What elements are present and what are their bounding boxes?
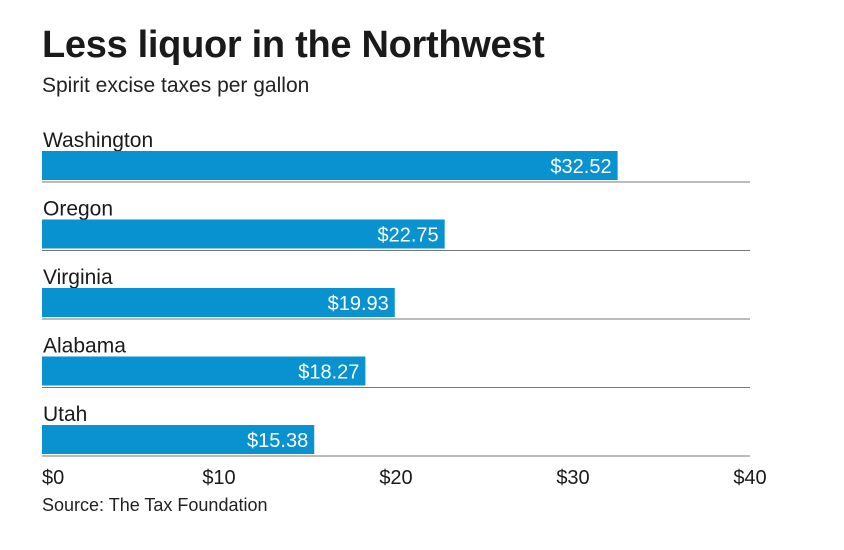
category-label-oregon: Oregon xyxy=(43,198,113,221)
category-label-washington: Washington xyxy=(43,129,153,152)
bar-virginia xyxy=(42,288,395,317)
bar-oregon xyxy=(42,219,445,249)
chart-subtitle: Spirit excise taxes per gallon xyxy=(42,74,310,97)
x-tick-label: $0 xyxy=(42,467,64,489)
category-label-virginia: Virginia xyxy=(43,266,113,289)
bar-alabama xyxy=(42,356,366,386)
value-label-utah: $15.38 xyxy=(247,430,308,452)
value-label-oregon: $22.75 xyxy=(378,225,439,247)
x-tick-label: $30 xyxy=(556,467,589,489)
value-label-alabama: $18.27 xyxy=(298,362,359,384)
x-tick-label: $10 xyxy=(202,467,235,489)
category-label-alabama: Alabama xyxy=(43,335,126,358)
x-tick-label: $40 xyxy=(733,467,766,489)
category-label-utah: Utah xyxy=(43,403,87,426)
value-label-virginia: $19.93 xyxy=(328,293,389,315)
x-tick-label: $20 xyxy=(379,467,412,489)
bar-utah xyxy=(42,425,315,454)
bar-chart: Washington $32.52 Oregon $22.75 Virginia $19.… xyxy=(42,129,767,489)
chart-title: Less liquor in the Northwest xyxy=(42,24,545,66)
source-note: Source: The Tax Foundation xyxy=(42,495,268,515)
bar-washington xyxy=(42,151,618,180)
value-label-washington: $32.52 xyxy=(550,156,611,178)
